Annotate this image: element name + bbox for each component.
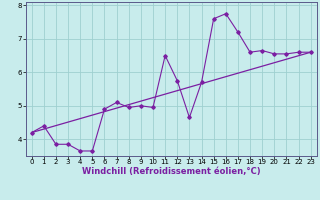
X-axis label: Windchill (Refroidissement éolien,°C): Windchill (Refroidissement éolien,°C) — [82, 167, 260, 176]
